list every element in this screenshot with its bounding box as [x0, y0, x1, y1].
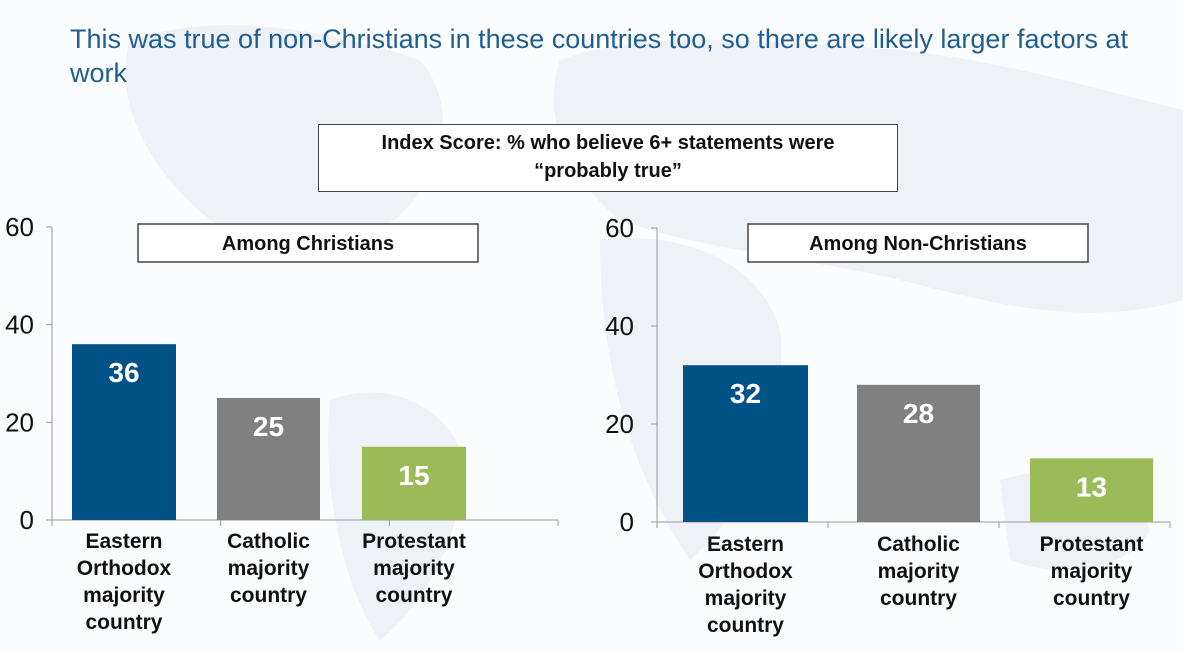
data-label: 28 [903, 398, 934, 429]
y-tick-label: 60 [605, 213, 634, 243]
category-label: Orthodox [698, 560, 793, 583]
chart-title: Among Non-Christians [809, 233, 1027, 255]
index-score-box: Index Score: % who believe 6+ statements… [318, 124, 898, 192]
category-label: country [707, 614, 784, 637]
bar [362, 446, 466, 520]
chart-title: Among Christians [222, 233, 394, 255]
y-tick-label: 20 [605, 409, 634, 439]
data-label: 36 [108, 357, 139, 388]
bar [857, 384, 980, 522]
y-tick-label: 40 [605, 311, 634, 341]
category-label: country [230, 584, 307, 607]
category-label: Eastern [85, 530, 162, 553]
category-label: Eastern [707, 533, 784, 556]
bar [72, 344, 176, 520]
category-label: country [1053, 587, 1130, 610]
data-label: 13 [1076, 471, 1107, 502]
slide-title: This was true of non-Christians in these… [70, 24, 1128, 88]
category-label: majority [705, 587, 787, 610]
data-label: 32 [730, 378, 761, 409]
bar [1030, 458, 1153, 522]
y-tick-label: 20 [5, 407, 34, 437]
category-label: country [375, 584, 452, 607]
category-label: majority [228, 557, 310, 580]
y-tick-label: 60 [5, 212, 34, 242]
chart-title-box [137, 223, 479, 263]
bar [217, 397, 320, 520]
chart-title-box [747, 223, 1089, 263]
data-label: 25 [253, 411, 284, 442]
category-label: Protestant [362, 530, 466, 553]
category-label: Catholic [877, 533, 960, 556]
index-score-line1: Index Score: % who believe 6+ statements… [381, 132, 835, 154]
y-tick-label: 40 [5, 310, 34, 340]
category-label: Protestant [1040, 533, 1144, 556]
y-tick-label: 0 [20, 505, 34, 535]
category-label: majority [878, 560, 960, 583]
y-tick-label: 0 [620, 507, 634, 537]
category-label: Orthodox [77, 557, 172, 580]
data-label: 15 [398, 460, 429, 491]
index-score-line2: “probably true” [534, 160, 682, 182]
category-label: country [85, 611, 162, 634]
category-label: majority [373, 557, 455, 580]
bar [683, 365, 808, 522]
category-label: Catholic [227, 530, 310, 553]
category-label: majority [83, 584, 165, 607]
category-label: majority [1051, 560, 1133, 583]
category-label: country [880, 587, 957, 610]
